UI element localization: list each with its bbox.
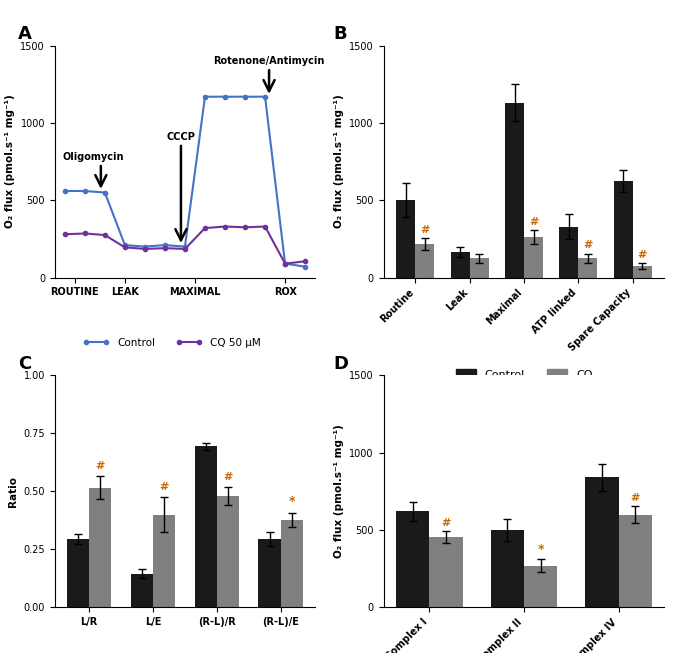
CQ 50 μM bbox=[81, 230, 89, 238]
CQ 50 μM bbox=[241, 223, 249, 231]
Bar bbox=[586, 477, 619, 607]
Bar bbox=[614, 181, 633, 278]
CQ 50 μM bbox=[61, 231, 69, 238]
CQ 50 μM bbox=[301, 257, 309, 265]
Text: *: * bbox=[537, 543, 544, 556]
Control bbox=[81, 187, 89, 195]
Text: #: # bbox=[441, 518, 451, 528]
Bar bbox=[89, 488, 112, 607]
Bar bbox=[397, 511, 429, 607]
Y-axis label: O₂ flux (pmol.s⁻¹ mg⁻¹): O₂ flux (pmol.s⁻¹ mg⁻¹) bbox=[334, 95, 344, 229]
Text: B: B bbox=[333, 25, 347, 42]
Control bbox=[181, 243, 189, 251]
Legend: Control, CQ 50 μM: Control, CQ 50 μM bbox=[79, 334, 265, 352]
Control bbox=[61, 187, 69, 195]
Bar bbox=[429, 537, 462, 607]
Control bbox=[261, 93, 269, 101]
Text: #: # bbox=[583, 240, 593, 251]
CQ 50 μM bbox=[121, 244, 129, 251]
Control bbox=[301, 263, 309, 270]
Text: #: # bbox=[638, 249, 647, 260]
CQ 50 μM bbox=[161, 244, 169, 252]
Line: Control: Control bbox=[63, 95, 307, 269]
Control bbox=[281, 260, 289, 268]
Text: #: # bbox=[529, 217, 538, 227]
Bar bbox=[578, 258, 597, 278]
Bar bbox=[619, 515, 651, 607]
CQ 50 μM bbox=[221, 223, 229, 231]
Control bbox=[201, 93, 209, 101]
Bar bbox=[131, 574, 153, 607]
Text: D: D bbox=[333, 355, 348, 372]
Text: #: # bbox=[95, 461, 105, 471]
Text: A: A bbox=[18, 25, 32, 42]
Bar bbox=[66, 539, 89, 607]
Y-axis label: O₂ flux (pmol.s⁻¹ mg⁻¹): O₂ flux (pmol.s⁻¹ mg⁻¹) bbox=[5, 95, 15, 229]
Bar bbox=[281, 520, 303, 607]
Bar bbox=[195, 446, 217, 607]
Text: Rotenone/Antimycin: Rotenone/Antimycin bbox=[213, 56, 325, 66]
Text: #: # bbox=[223, 471, 233, 482]
CQ 50 μM bbox=[261, 223, 269, 231]
Text: Oligomycin: Oligomycin bbox=[62, 152, 123, 163]
Bar bbox=[524, 237, 543, 278]
Text: CCCP: CCCP bbox=[166, 131, 195, 142]
Y-axis label: O₂ flux (pmol.s⁻¹ mg⁻¹): O₂ flux (pmol.s⁻¹ mg⁻¹) bbox=[334, 424, 344, 558]
Bar bbox=[397, 200, 415, 278]
Bar bbox=[524, 565, 557, 607]
Bar bbox=[633, 266, 651, 278]
CQ 50 μM bbox=[101, 231, 109, 239]
Control bbox=[141, 243, 149, 251]
Bar bbox=[415, 244, 434, 278]
Control bbox=[121, 241, 129, 249]
Bar bbox=[217, 496, 239, 607]
Text: C: C bbox=[18, 355, 32, 372]
Y-axis label: Ratio: Ratio bbox=[8, 476, 18, 507]
Text: #: # bbox=[630, 493, 640, 503]
Control bbox=[221, 93, 229, 101]
Bar bbox=[153, 515, 175, 607]
Bar bbox=[491, 530, 524, 607]
Control bbox=[101, 189, 109, 197]
CQ 50 μM bbox=[281, 260, 289, 268]
Line: CQ 50 μM: CQ 50 μM bbox=[63, 225, 307, 266]
Legend: Control, CQ: Control, CQ bbox=[451, 364, 597, 385]
Bar bbox=[560, 227, 578, 278]
Bar bbox=[451, 252, 470, 278]
Bar bbox=[258, 539, 281, 607]
Control bbox=[161, 241, 169, 249]
Text: *: * bbox=[289, 496, 295, 508]
CQ 50 μM bbox=[181, 245, 189, 253]
Text: #: # bbox=[420, 225, 429, 235]
Control bbox=[241, 93, 249, 101]
Text: #: # bbox=[160, 482, 169, 492]
CQ 50 μM bbox=[141, 245, 149, 253]
CQ 50 μM bbox=[201, 224, 209, 232]
Bar bbox=[470, 258, 488, 278]
Bar bbox=[505, 103, 524, 278]
